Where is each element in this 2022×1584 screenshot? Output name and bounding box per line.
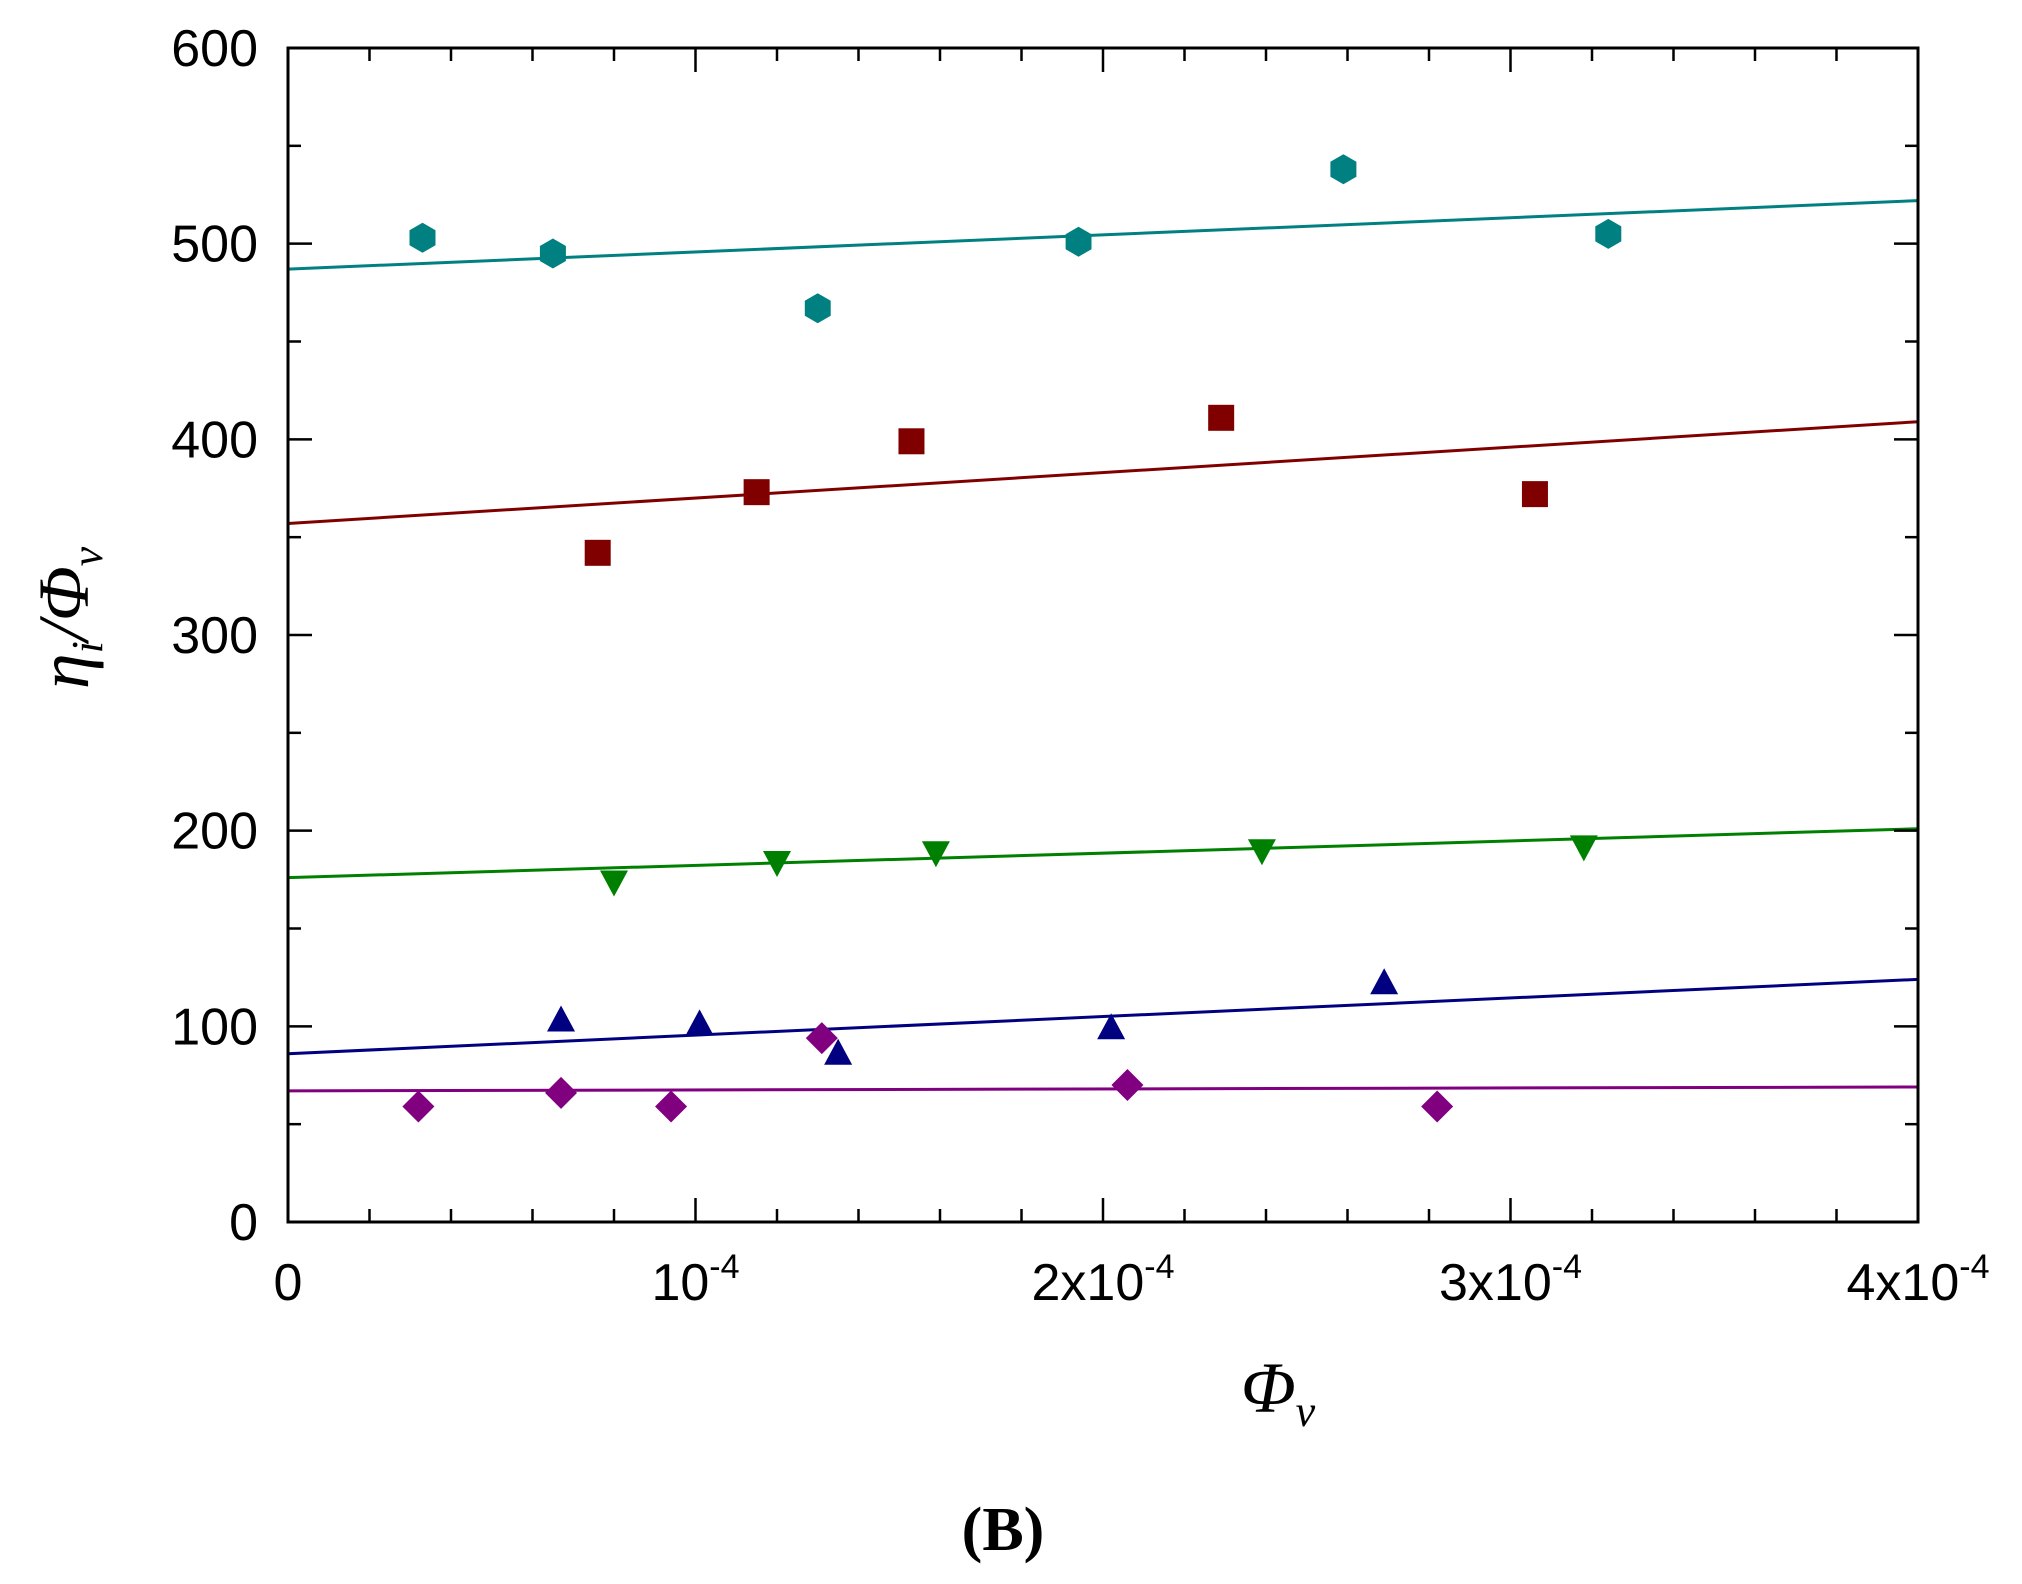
y-tick-label: 400 <box>171 411 258 469</box>
navy-up-triangles-point <box>1097 1013 1126 1040</box>
x-tick-label: 2x10-4 <box>1032 1248 1175 1312</box>
green-down-triangles-point <box>921 841 950 868</box>
navy-up-triangles-point <box>547 1005 576 1032</box>
purple-diamonds-point <box>545 1076 578 1109</box>
red-squares-point <box>584 539 611 566</box>
green-down-triangles-point <box>1569 835 1598 862</box>
navy-up-triangles-point <box>1370 968 1399 995</box>
red-squares-point <box>898 428 925 455</box>
plot-frame <box>286 46 1920 1224</box>
y-axis-title: ηi/Φv <box>24 546 112 689</box>
axis-ticks <box>286 46 1920 1224</box>
purple-diamonds-point <box>805 1022 838 1055</box>
purple-diamonds-point <box>1111 1069 1144 1102</box>
navy-up-triangles-point <box>685 1009 714 1036</box>
navy-up-triangles-point <box>824 1038 853 1065</box>
green-down-triangles-point <box>763 850 791 877</box>
green-down-triangles-fit-line <box>287 827 1919 880</box>
x-tick-label: 10-4 <box>651 1248 739 1312</box>
x-tick-label: 0 <box>274 1254 303 1312</box>
navy-up-triangles-fit-line <box>287 977 1919 1056</box>
teal-hexagons-point <box>1595 218 1622 249</box>
red-squares-fit-line <box>287 420 1919 525</box>
y-tick-label: 300 <box>171 607 258 665</box>
teal-hexagons-fit-line <box>287 199 1919 271</box>
teal-hexagons-point <box>539 238 566 269</box>
y-tick-label: 0 <box>229 1194 258 1252</box>
y-tick-label: 600 <box>171 20 258 78</box>
red-squares-point <box>743 479 770 506</box>
green-down-triangles-point <box>600 870 628 897</box>
y-tick-label: 200 <box>171 803 258 861</box>
x-tick-label: 4x10-4 <box>1847 1248 1990 1312</box>
x-axis-title: Φv <box>1241 1348 1316 1436</box>
purple-diamonds-point <box>1421 1090 1454 1123</box>
data-markers <box>402 154 1622 1123</box>
green-down-triangles-point <box>1247 839 1276 866</box>
teal-hexagons-point <box>409 222 436 253</box>
y-tick-label: 100 <box>171 998 258 1056</box>
teal-hexagons-point <box>1065 226 1092 257</box>
teal-hexagons-point <box>1330 154 1357 185</box>
red-squares-point <box>1208 404 1235 431</box>
fit-lines <box>287 199 1919 1093</box>
y-tick-label: 500 <box>171 216 258 274</box>
red-squares-point <box>1521 481 1548 508</box>
teal-hexagons-point <box>804 293 831 324</box>
purple-diamonds-fit-line <box>287 1085 1919 1093</box>
purple-diamonds-point <box>402 1090 435 1123</box>
tick-labels: 0 100 200 300 400 500 600 0 10-4 2x10-4 3x10-4 4x10… <box>171 20 1989 1312</box>
panel-label: (B) <box>962 1496 1045 1564</box>
purple-diamonds-point <box>655 1090 688 1123</box>
x-tick-label: 3x10-4 <box>1439 1248 1582 1312</box>
